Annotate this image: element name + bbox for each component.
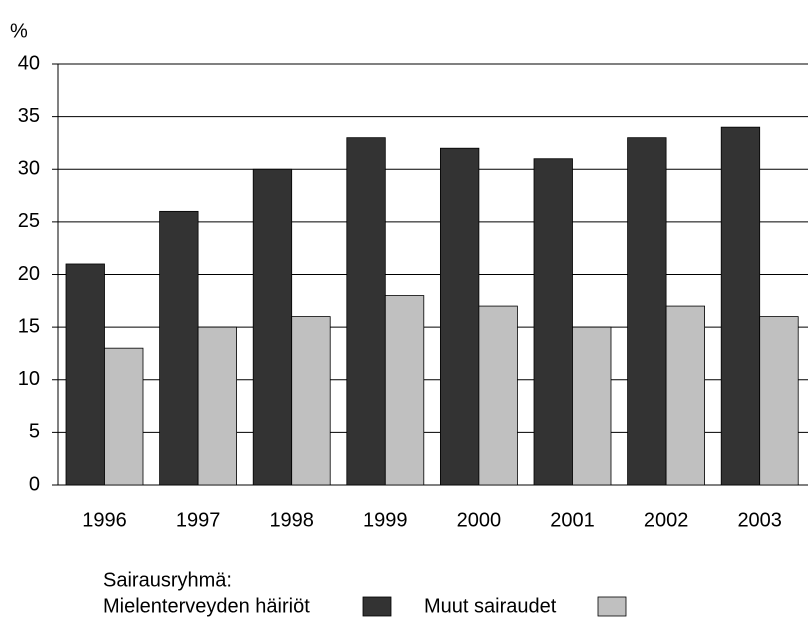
bar (627, 137, 667, 486)
y-tick-label: 40 (18, 52, 40, 74)
bar (439, 147, 480, 486)
bar (533, 158, 573, 486)
legend-swatch (597, 596, 627, 617)
y-tick-label: 25 (18, 210, 40, 232)
x-tick-label: 2003 (737, 509, 782, 531)
x-tick-label: 2002 (644, 509, 689, 531)
x-tick-label: 2001 (550, 509, 595, 531)
legend-label: Mielenterveyden häiriöt (103, 595, 310, 617)
bar (197, 326, 238, 486)
y-tick-label: 35 (18, 105, 40, 127)
legend-swatch (362, 596, 392, 617)
bar (104, 347, 144, 486)
bar (252, 168, 293, 486)
legend-title: Sairausryhmä: (103, 569, 232, 591)
bar (384, 295, 425, 486)
bar (720, 126, 761, 486)
x-tick-label: 1998 (269, 509, 314, 531)
bar (65, 263, 105, 486)
bar (159, 210, 199, 486)
y-tick-label: 0 (29, 473, 40, 495)
bar (665, 305, 705, 486)
legend-label: Muut sairaudet (424, 595, 557, 617)
x-tick-label: 2000 (457, 509, 502, 531)
bar (478, 305, 518, 486)
x-tick-label: 1999 (363, 509, 408, 531)
y-tick-label: 5 (29, 421, 40, 443)
x-tick-label: 1997 (176, 509, 221, 531)
y-tick-label: 15 (18, 315, 40, 337)
y-tick-label: 20 (18, 263, 40, 285)
x-tick-label: 1996 (82, 509, 127, 531)
y-tick-label: 30 (18, 158, 40, 180)
bar (759, 316, 799, 486)
y-axis-label: % (10, 20, 28, 42)
bar (572, 326, 612, 486)
y-tick-label: 10 (18, 368, 40, 390)
bar (291, 316, 331, 486)
bar (346, 137, 386, 486)
